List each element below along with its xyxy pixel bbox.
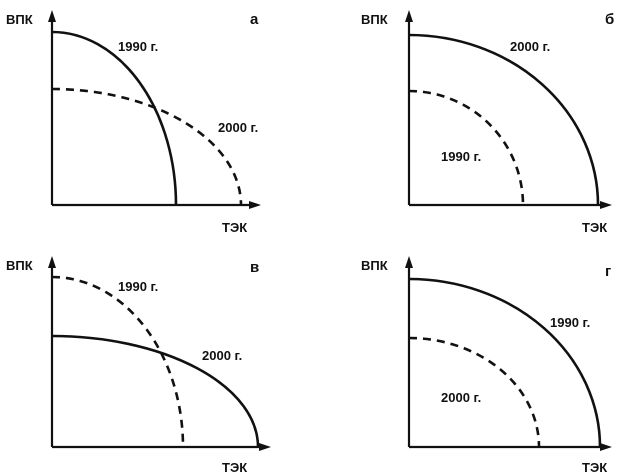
curve-b-1990 bbox=[408, 89, 525, 206]
y-axis-arrow-b bbox=[405, 10, 413, 22]
y-axis-label-c: ВПК bbox=[6, 258, 33, 273]
axes-d bbox=[405, 256, 612, 451]
curve-c-1990 bbox=[51, 275, 185, 448]
series-label-b-1990: 1990 г. bbox=[441, 149, 481, 164]
series-label-b-2000: 2000 г. bbox=[510, 39, 550, 54]
curve-a-2000 bbox=[51, 87, 243, 206]
x-axis-arrow-d bbox=[600, 443, 612, 451]
panel-letter-c: в bbox=[250, 259, 259, 276]
x-axis-arrow-a bbox=[249, 201, 261, 209]
axes-a bbox=[48, 10, 261, 209]
curve-d-1990 bbox=[408, 277, 602, 448]
curve-d-2000 bbox=[408, 336, 541, 448]
panel-b: ВПК ТЭК б 2000 г. 1990 г. bbox=[361, 10, 614, 235]
y-axis-label-a: ВПК bbox=[6, 12, 33, 27]
panel-d: ВПК ТЭК г 1990 г. 2000 г. bbox=[361, 256, 612, 475]
y-axis-arrow-d bbox=[405, 256, 413, 268]
x-axis-label-d: ТЭК bbox=[582, 460, 607, 475]
x-axis-arrow-b bbox=[600, 201, 612, 209]
y-axis-arrow-a bbox=[48, 10, 56, 22]
x-axis-label-b: ТЭК bbox=[582, 220, 607, 235]
y-axis-label-b: ВПК bbox=[361, 12, 388, 27]
x-axis-arrow-c bbox=[259, 443, 271, 451]
y-axis-label-d: ВПК bbox=[361, 258, 388, 273]
series-label-d-2000: 2000 г. bbox=[441, 390, 481, 405]
curve-c-2000 bbox=[51, 334, 260, 448]
x-axis-label-c: ТЭК bbox=[222, 460, 247, 475]
series-label-a-2000: 2000 г. bbox=[218, 120, 258, 135]
curve-a-1990 bbox=[51, 30, 178, 206]
axes-b bbox=[405, 10, 612, 209]
series-label-c-2000: 2000 г. bbox=[202, 348, 242, 363]
panel-a: ВПК ТЭК а 1990 г. 2000 г. bbox=[6, 10, 261, 235]
y-axis-arrow-c bbox=[48, 256, 56, 268]
curve-b-2000 bbox=[408, 33, 600, 206]
series-label-d-1990: 1990 г. bbox=[550, 315, 590, 330]
panel-letter-d: г bbox=[605, 263, 611, 280]
axes-c bbox=[48, 256, 271, 451]
panel-letter-b: б bbox=[605, 11, 614, 28]
x-axis-label-a: ТЭК bbox=[222, 220, 247, 235]
panel-c: ВПК ТЭК в 1990 г. 2000 г. bbox=[6, 256, 271, 475]
series-label-a-1990: 1990 г. bbox=[118, 39, 158, 54]
panel-letter-a: а bbox=[250, 11, 259, 28]
series-label-c-1990: 1990 г. bbox=[118, 279, 158, 294]
